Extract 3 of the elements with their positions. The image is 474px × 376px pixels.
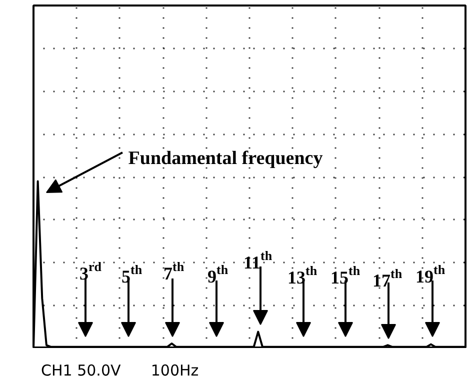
text: CH1 50.0V	[41, 362, 122, 376]
text: 100Hz	[150, 362, 199, 376]
text: Fundamental frequency	[128, 148, 324, 169]
